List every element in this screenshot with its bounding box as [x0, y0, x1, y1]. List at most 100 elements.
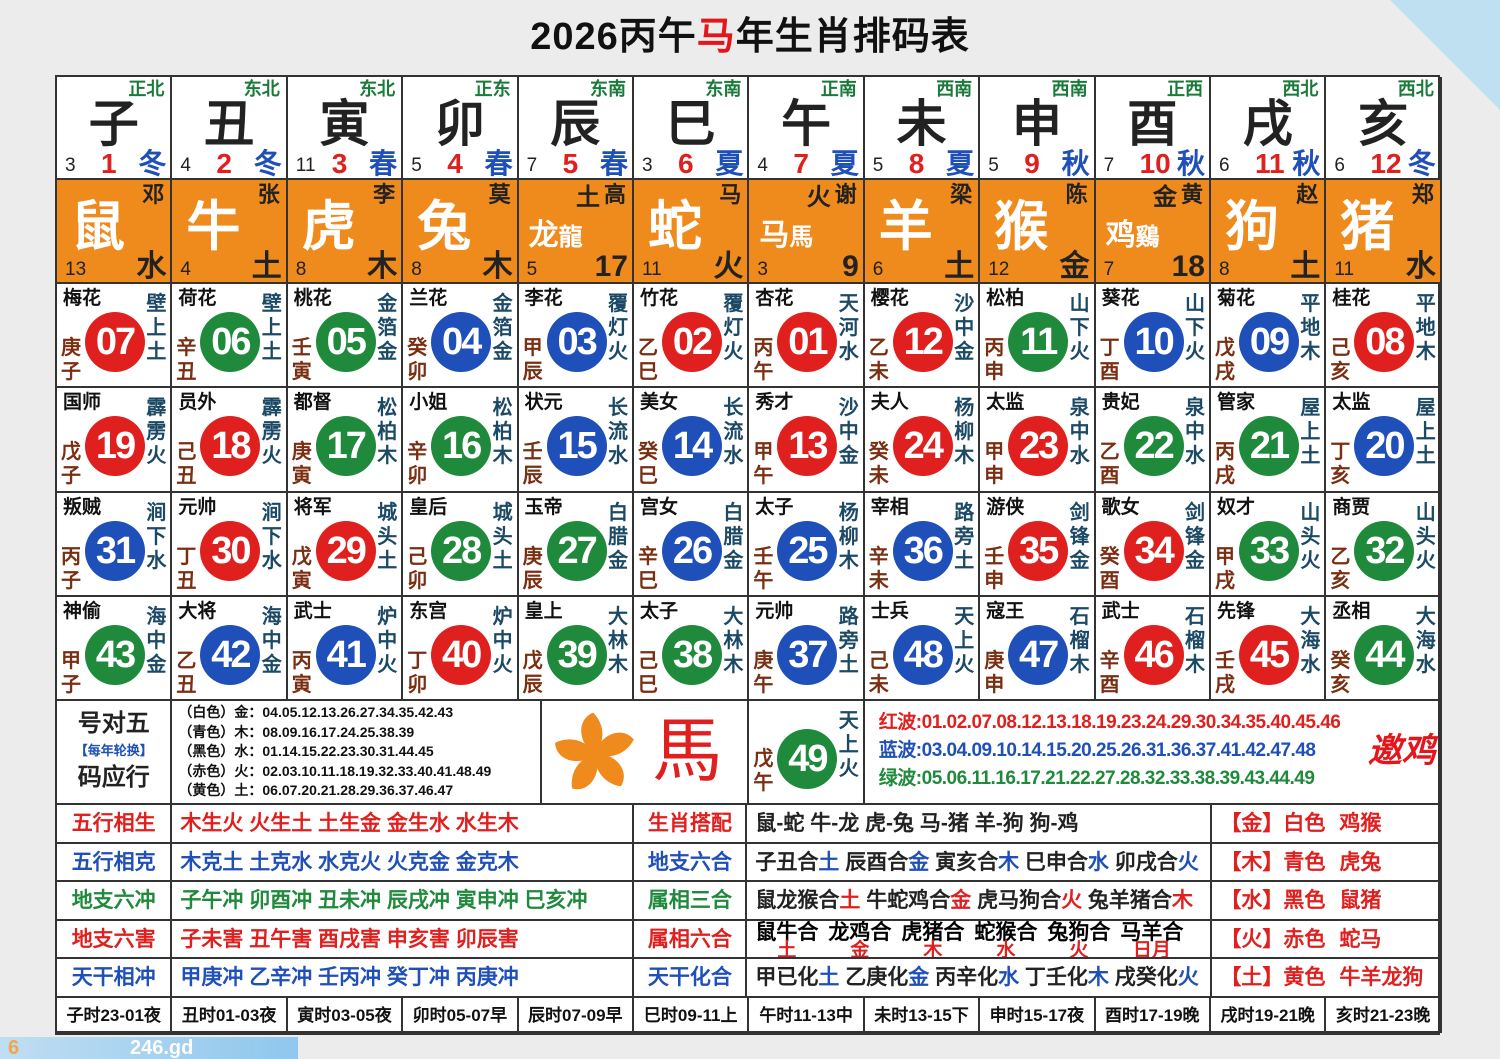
number-title: 竹花 — [640, 288, 679, 309]
ganzhi-label: 丙午 — [753, 337, 774, 383]
number-title: 叛贼 — [63, 496, 102, 518]
segment: 水 — [998, 966, 1020, 990]
zodiac-cell: 猴陈 12 金 — [980, 180, 1096, 284]
number-ball: 42 — [200, 624, 261, 685]
branch-left-number: 4 — [757, 155, 768, 176]
hour-cell: 辰时07-09早 — [518, 998, 634, 1033]
nayin-label: 金箔金 — [492, 293, 513, 363]
number-ball: 14 — [662, 416, 722, 477]
ganzhi-label: 庚午 — [753, 649, 774, 696]
ganzhi-label: 戊午 — [753, 748, 774, 794]
zodiac-right-value: 木 — [482, 250, 513, 283]
pair-text: 蛇猴合 — [974, 920, 1038, 944]
segment: 土 — [818, 850, 840, 874]
ganzhi-label: 庚辰 — [522, 545, 543, 592]
number-ball: 15 — [546, 416, 607, 477]
number-ball: 13 — [777, 416, 838, 477]
direction-label: 正西 — [1166, 79, 1203, 99]
number-cell: 管家 21 丙戌 屋上土 — [1211, 388, 1327, 493]
animal-simplified: 虎 — [301, 197, 356, 257]
relation-text-2: 子丑合土 辰酉合金 寅亥合木 巳申合水 卯戌合火 — [747, 843, 1213, 883]
segment: 巳申合 — [1019, 850, 1088, 874]
zodiac-animal: 马馬 — [759, 220, 813, 254]
month-number: 5 — [562, 148, 579, 179]
branch-char: 申 — [1011, 96, 1062, 152]
hour-label: 巳时09-11上 — [643, 1006, 738, 1025]
number-cell: 桂花 08 己亥 平地木 — [1326, 284, 1442, 389]
animal-simplified: 猪 — [1340, 197, 1395, 257]
nayin-label: 平地木 — [1415, 293, 1436, 363]
branch-char: 未 — [896, 96, 947, 152]
hour-cell: 未时13-15下 — [864, 998, 981, 1033]
nayin-label: 天河水 — [838, 293, 859, 363]
season-label: 夏 — [830, 148, 859, 179]
relation-label: 天干相冲 — [57, 959, 173, 998]
relation-label-text: 地支六冲 — [71, 889, 156, 913]
surname: 邓 — [142, 182, 165, 207]
number-title: 员外 — [178, 392, 217, 414]
segment: 牛蛇鸡合 — [860, 889, 951, 913]
relation-text-content: 甲庚冲 乙辛冲 壬丙冲 癸丁冲 丙庚冲 — [180, 966, 519, 990]
nayin-label: 平地木 — [1300, 293, 1321, 363]
ganzhi-label: 乙酉 — [1099, 441, 1120, 488]
relation-label: 五行相克 — [57, 843, 173, 883]
number-title: 丞相 — [1332, 600, 1371, 622]
branch-left-number: 11 — [295, 155, 316, 176]
nayin-label: 天上火 — [838, 710, 859, 780]
animal-traditional: 馬 — [789, 224, 814, 251]
pair-element: 火 — [1069, 939, 1089, 960]
pair-text: 龙鸡合 — [828, 920, 892, 944]
number-title: 小姐 — [409, 392, 448, 414]
relation-text: 甲庚冲 乙辛冲 壬丙冲 癸丁冲 丙庚冲 — [172, 959, 635, 998]
number-cell: 员外 18 己丑 霹雳火 — [172, 388, 288, 493]
nayin-label: 松柏木 — [492, 397, 513, 468]
number-title: 寇王 — [986, 600, 1025, 622]
number-title: 桃花 — [293, 288, 332, 309]
element-line: （青色）木：08.09.16.17.24.25.38.39 — [178, 723, 415, 740]
relation-text: 子午冲 卯酉冲 丑未冲 辰戌冲 寅申冲 巳亥冲 — [172, 882, 635, 921]
pair-element: 水 — [996, 939, 1016, 960]
nayin-label: 霹雳火 — [261, 397, 282, 468]
color-group-element: 【土】黄色 — [1220, 966, 1326, 990]
nayin-label: 炉中火 — [492, 605, 513, 676]
title-line-3: 码应行 — [57, 763, 170, 793]
number-title: 荷花 — [178, 288, 217, 309]
color-group: 【水】黑色 鼠猪 — [1212, 882, 1442, 921]
zodiac-cell: 猪郑 11 水 — [1326, 180, 1442, 284]
number-ball: 33 — [1239, 520, 1299, 581]
surname: 陈 — [1065, 182, 1088, 207]
nayin-label: 杨柳木 — [954, 397, 975, 468]
title-char: 号 — [77, 710, 102, 737]
number-ball: 20 — [1354, 416, 1415, 477]
ganzhi-label: 甲戌 — [1215, 545, 1235, 592]
nayin-label: 大海水 — [1300, 605, 1321, 676]
relation-text-2: 鼠牛合土龙鸡合金虎猪合木蛇猴合水兔狗合火马羊合 日月 — [747, 920, 1213, 960]
zodiac-animal: 龙龍 — [529, 220, 583, 254]
hour-cell: 子时23-01夜 — [57, 998, 173, 1033]
color-group: 【木】青色 虎兔 — [1212, 843, 1442, 883]
relation-label-text: 五行相生 — [71, 812, 156, 835]
hour-label: 辰时07-09早 — [528, 1006, 623, 1025]
branch-char: 巳 — [665, 96, 716, 152]
number-cell: 皇后 28 己卯 城头土 — [403, 492, 519, 597]
nayin-label: 路旁土 — [838, 605, 859, 676]
number-ball: 32 — [1354, 520, 1415, 581]
nayin-label: 石榴木 — [1184, 605, 1205, 676]
nayin-label: 泉中水 — [1184, 397, 1205, 468]
number-title: 夫人 — [870, 392, 909, 414]
surname: 梁 — [950, 182, 973, 207]
segment: 丁壬化 — [1019, 966, 1088, 990]
month-number: 7 — [793, 148, 809, 179]
zodiac-cell: 牛张 4 土 — [172, 180, 288, 284]
nayin-label: 杨柳木 — [838, 501, 859, 572]
nayin-label: 霹雳火 — [146, 397, 167, 468]
hour-label: 午时11-13中 — [759, 1006, 853, 1025]
direction-label: 西北 — [1397, 79, 1434, 99]
zodiac-left-number: 12 — [988, 259, 1010, 280]
ganzhi-label: 癸未 — [868, 441, 889, 488]
color-group-animals: 鸡猴 — [1339, 812, 1382, 835]
nayin-label: 山头火 — [1415, 501, 1436, 572]
ganzhi-label: 丁亥 — [1330, 441, 1351, 488]
number-ball: 30 — [200, 520, 261, 581]
hour-label: 亥时21-23晚 — [1335, 1006, 1431, 1025]
